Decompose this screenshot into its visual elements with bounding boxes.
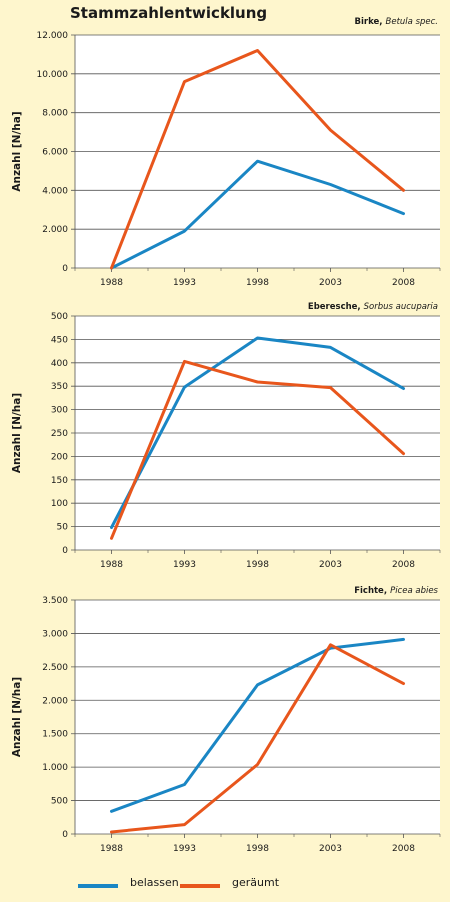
x-tick-label: 2003 (319, 560, 342, 570)
y-tick-label: 500 (51, 312, 68, 322)
x-tick-label: 1988 (100, 278, 123, 288)
y-tick-label: 2.000 (42, 696, 68, 706)
chart-panel-1: 0 50 100 150 200 250 300 350 400 450 500 1988 1993 19… (11, 302, 441, 570)
x-tick-label: 2008 (392, 560, 415, 570)
y-tick-label: 500 (51, 797, 68, 807)
y-tick-label: 450 (51, 335, 68, 345)
legend-label-belassen: belassen (130, 876, 179, 889)
x-tick-label: 1988 (100, 560, 123, 570)
x-tick-label: 2008 (392, 278, 415, 288)
series-line-geraeumt (110, 49, 405, 270)
x-tick-label: 1993 (173, 844, 196, 854)
species-latin-name: Betula spec. (386, 17, 438, 27)
chart-panel-0: 0 2.000 4.000 6.000 8.000 10.000 12.000 1988 199… (11, 17, 441, 288)
y-tick-label: 6.000 (42, 148, 68, 158)
chart-panel-2: 0 500 1.000 1.500 2.000 2.500 3.000 3.500 1988 19… (11, 586, 441, 854)
y-axis-label: Anzahl [N/ha] (11, 393, 23, 473)
y-tick-label: 0 (62, 264, 68, 274)
species-latin-name: Sorbus aucuparia (364, 302, 438, 312)
species-label: Fichte, Picea abies (354, 586, 438, 596)
species-latin-name: Picea abies (390, 586, 438, 596)
y-tick-label: 4.000 (42, 186, 68, 196)
y-tick-label: 0 (62, 830, 68, 840)
plot-area (75, 600, 440, 834)
chart-title: Stammzahlentwicklung (70, 4, 268, 22)
y-tick-label: 1.500 (42, 730, 68, 740)
series-line-geraeumt (110, 359, 405, 540)
legend-swatch-belassen (78, 884, 118, 888)
species-label: Birke, Betula spec. (355, 17, 439, 27)
series-line-belassen (110, 637, 405, 813)
x-tick-label: 1993 (173, 278, 196, 288)
x-tick-label: 2003 (319, 278, 342, 288)
x-tick-label: 1993 (173, 560, 196, 570)
y-tick-label: 150 (51, 476, 68, 486)
species-common-name: Birke, (355, 17, 383, 27)
y-tick-label: 300 (51, 406, 68, 416)
y-tick-label: 350 (51, 382, 68, 392)
y-tick-label: 0 (62, 546, 68, 556)
y-tick-label: 1.000 (42, 763, 68, 773)
y-tick-label: 50 (57, 523, 69, 533)
species-common-name: Eberesche, (308, 302, 361, 312)
y-tick-label: 400 (51, 359, 68, 369)
y-axis-label: Anzahl [N/ha] (11, 677, 23, 757)
x-tick-label: 2008 (392, 844, 415, 854)
y-tick-label: 3.000 (42, 629, 68, 639)
legend-label-geraeumt: geräumt (232, 876, 280, 889)
y-tick-label: 250 (51, 429, 68, 439)
series-line-belassen (110, 159, 405, 270)
y-tick-label: 10.000 (37, 70, 69, 80)
y-tick-label: 12.000 (37, 31, 69, 41)
x-tick-label: 1998 (246, 560, 269, 570)
series-line-geraeumt (110, 643, 405, 834)
legend-swatch-geraeumt (180, 884, 220, 888)
x-tick-label: 1988 (100, 844, 123, 854)
x-tick-label: 2003 (319, 844, 342, 854)
x-tick-label: 1998 (246, 278, 269, 288)
y-tick-label: 200 (51, 452, 68, 462)
y-tick-label: 2.000 (42, 225, 68, 235)
y-axis-label: Anzahl [N/ha] (11, 111, 23, 191)
species-common-name: Fichte, (354, 586, 387, 596)
y-tick-label: 8.000 (42, 109, 68, 119)
x-tick-label: 1998 (246, 844, 269, 854)
y-tick-label: 2.500 (42, 663, 68, 673)
y-tick-label: 3.500 (42, 596, 68, 606)
y-tick-label: 100 (51, 499, 68, 509)
species-label: Eberesche, Sorbus aucuparia (308, 302, 438, 312)
series-line-belassen (110, 336, 405, 529)
